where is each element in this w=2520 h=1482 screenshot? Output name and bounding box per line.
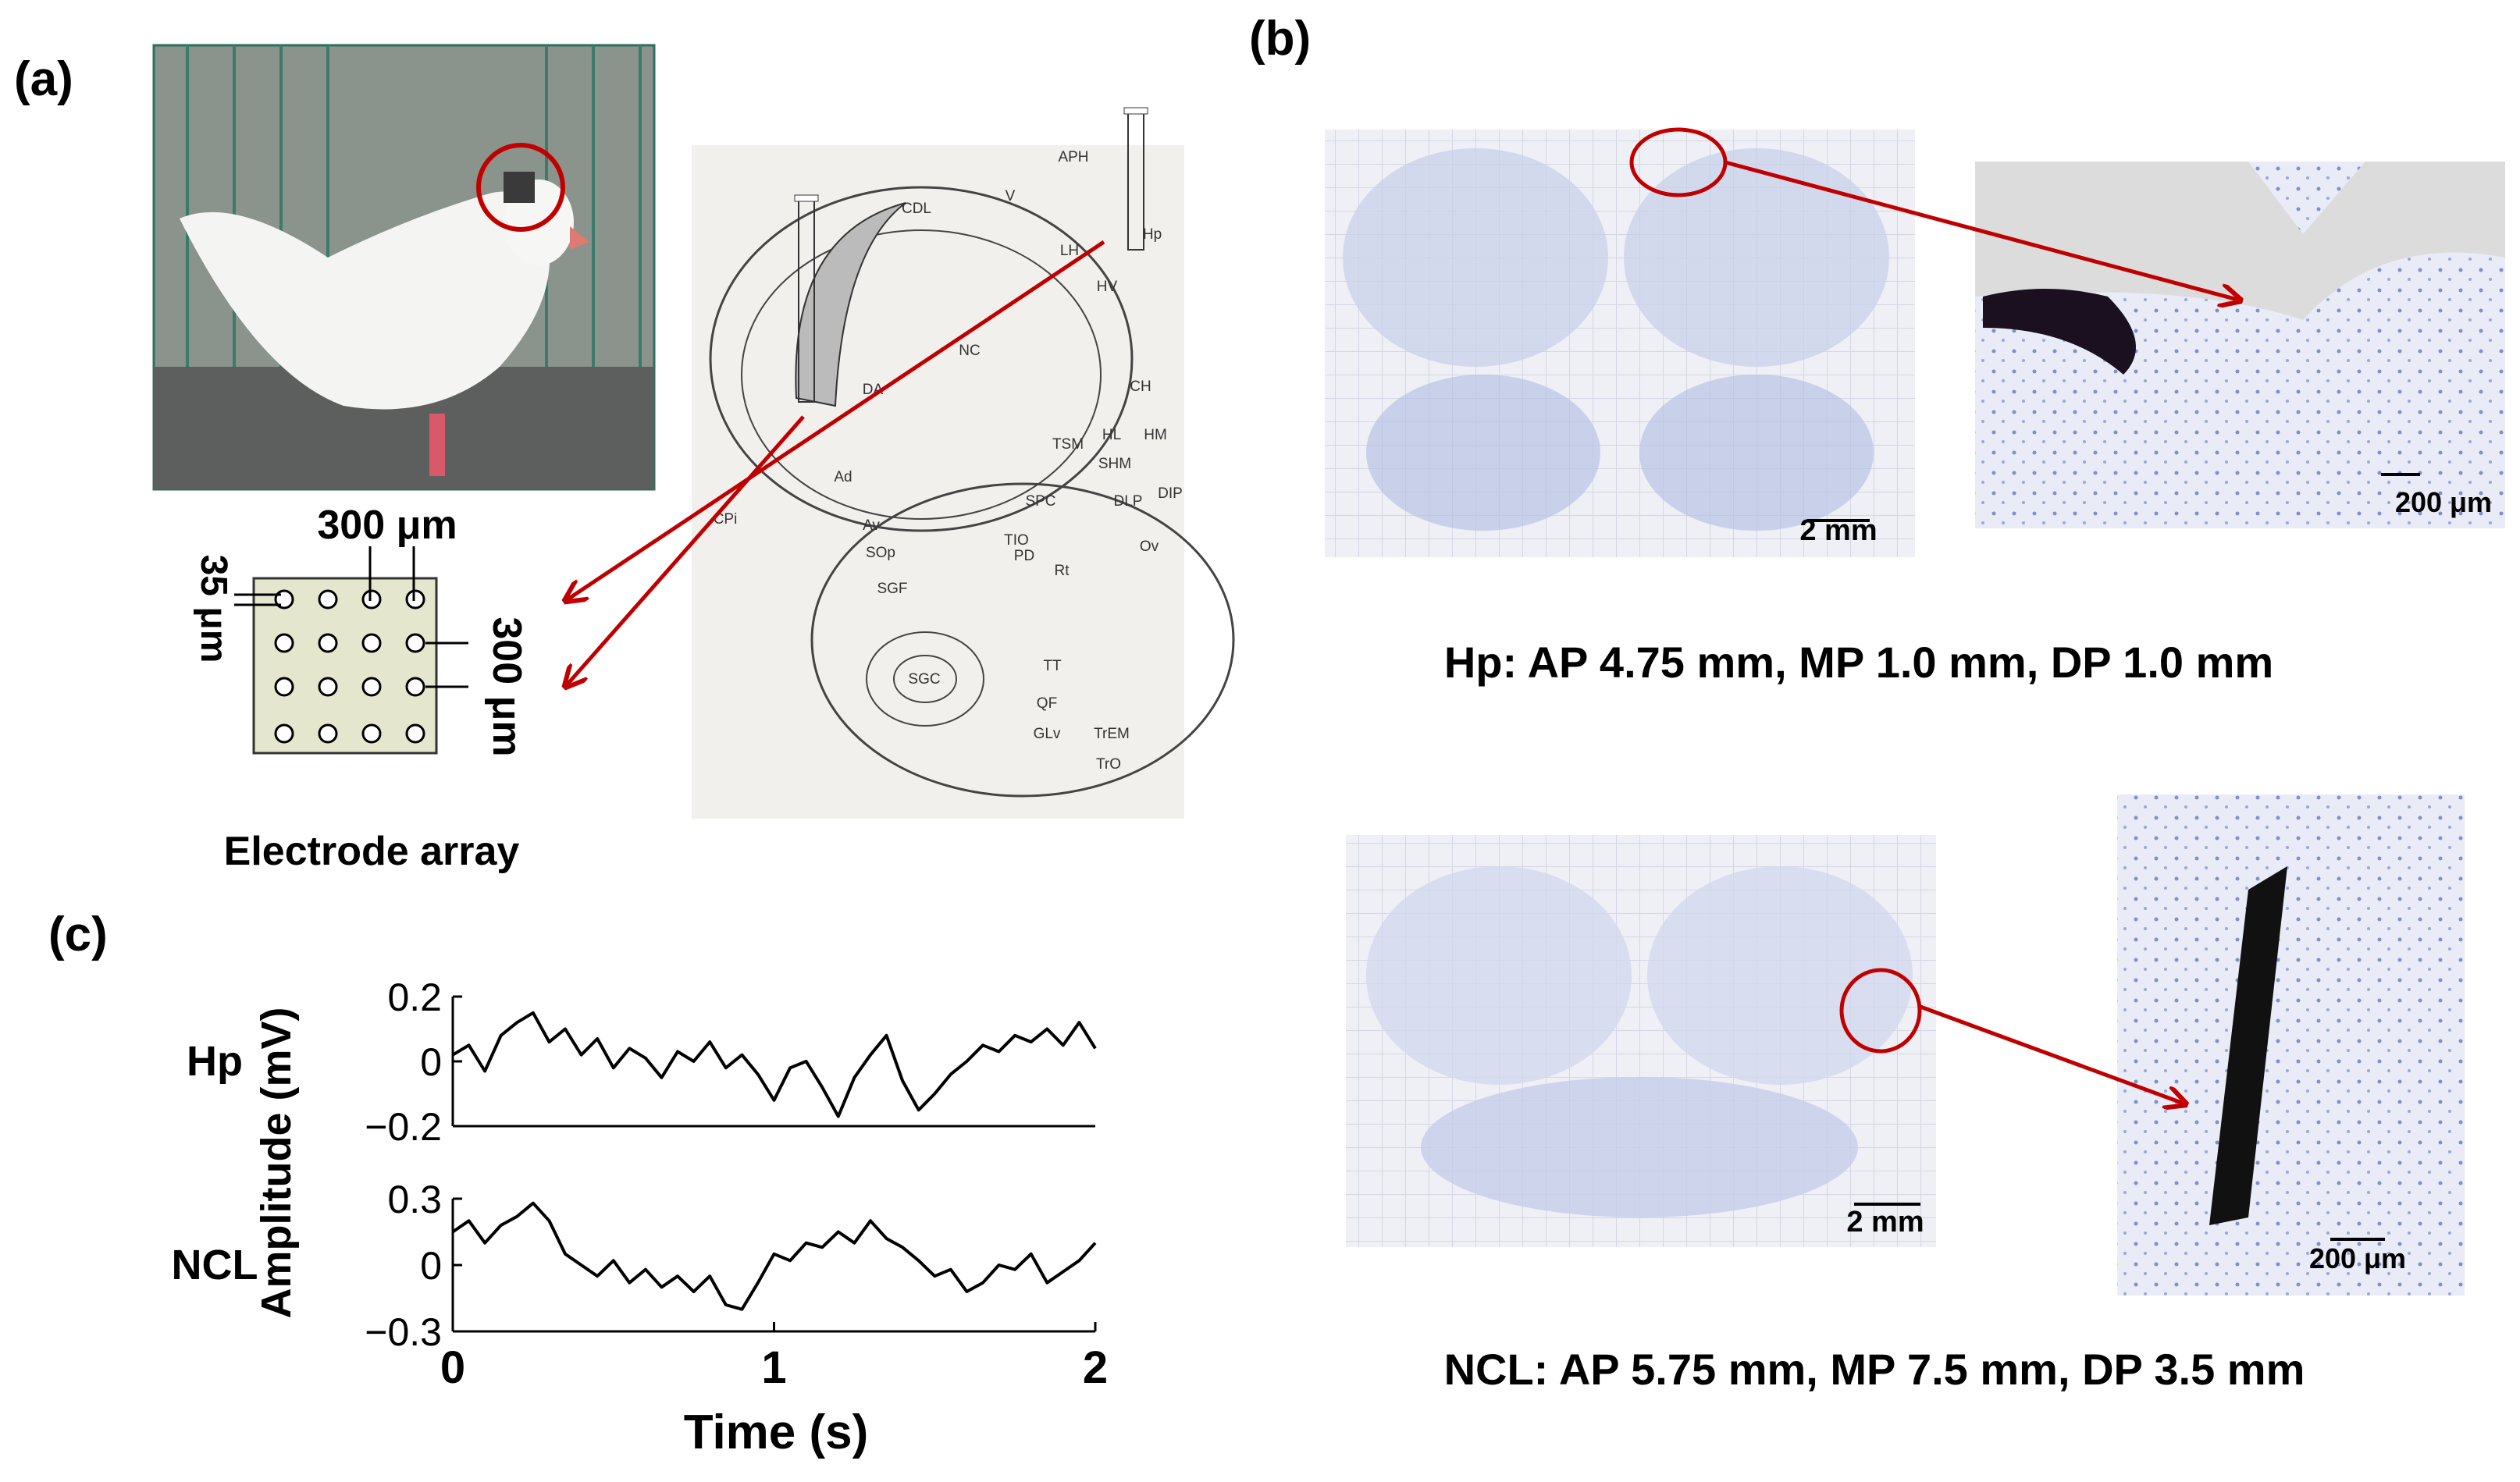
atlas-label: QF (1037, 695, 1057, 712)
electrode-site (361, 633, 382, 653)
electrode-site (318, 589, 338, 610)
atlas-label: CPi (714, 511, 738, 528)
atlas-label: DLP (1114, 493, 1143, 510)
y-tick-label: 0.3 (387, 1178, 442, 1221)
x-axis-label: Time (s) (684, 1406, 869, 1459)
histology-hp-whole (1325, 127, 1915, 557)
atlas-label: SGF (877, 581, 907, 597)
histology-ncl-zoom (2117, 794, 2465, 1295)
atlas-label: GLv (1034, 726, 1061, 742)
arrow (565, 415, 805, 687)
atlas-label: LH (1060, 243, 1079, 259)
pitch-label: 300 μm (317, 503, 457, 548)
atlas-label: TrEM (1094, 726, 1130, 742)
line-series (451, 1201, 1097, 1311)
atlas-label: TSM (1052, 436, 1084, 453)
electrode-array (234, 546, 468, 755)
electrode-site (405, 589, 425, 610)
electrode-site (361, 723, 382, 744)
atlas-label: TIO (1004, 532, 1029, 549)
electrode-site (274, 633, 294, 653)
row-label: NCL (172, 1242, 258, 1288)
scale-label: 2 mm (1846, 1206, 1924, 1239)
panel-label: (a) (14, 52, 73, 106)
atlas-label: SPC (1025, 493, 1055, 510)
atlas-label: APH (1058, 149, 1088, 165)
electrode-site (405, 633, 425, 653)
caption: NCL: AP 5.75 mm, MP 7.5 mm, DP 3.5 mm (1444, 1345, 2305, 1394)
electrode-site (274, 723, 294, 744)
pitch-label: 300 μm (484, 617, 529, 756)
scale-label: 200 μm (2395, 486, 2492, 518)
atlas-label: DIP (1158, 485, 1183, 502)
atlas-label: SGC (908, 671, 940, 688)
histology-ncl-whole (1346, 835, 1936, 1247)
y-tick-label: 0.2 (387, 976, 442, 1019)
atlas-label: Ov (1140, 538, 1159, 555)
caption: Electrode array (224, 829, 520, 874)
x-tick-label: 2 (1083, 1342, 1108, 1393)
pigeon-photo (152, 44, 656, 491)
atlas-label: Hp (1143, 226, 1162, 243)
caption: Hp: AP 4.75 mm, MP 1.0 mm, DP 1.0 mm (1444, 638, 2273, 687)
row-label: Hp (187, 1038, 243, 1085)
arrow (1724, 160, 2241, 300)
arrow (565, 240, 1105, 601)
panel-label: (c) (48, 908, 108, 961)
atlas-label: SHM (1098, 456, 1131, 472)
scale-label: 2 mm (1799, 514, 1877, 547)
atlas-label: HM (1144, 427, 1167, 443)
atlas-label: HL (1102, 427, 1121, 443)
atlas-label: PD (1014, 548, 1034, 564)
arrow (1920, 1004, 2186, 1104)
electrode-site (361, 589, 382, 610)
atlas-label: TT (1043, 658, 1062, 674)
atlas-label: Av (863, 517, 880, 534)
atlas-label: NC (959, 343, 980, 359)
y-tick-label: 0 (420, 1040, 442, 1084)
atlas-label: CH (1130, 378, 1151, 395)
line-series (451, 1011, 1097, 1118)
x-tick-label: 0 (440, 1342, 465, 1393)
x-tick-label: 1 (761, 1342, 786, 1393)
electrode-site (318, 677, 338, 697)
y-tick-label: −0.3 (365, 1310, 442, 1354)
electrode-site (405, 723, 425, 744)
site-label: 35 μm (193, 555, 234, 663)
electrode-site (274, 677, 294, 697)
electrode-site (318, 633, 338, 653)
atlas-label: TrO (1096, 756, 1121, 773)
scale-label: 200 μm (2309, 1242, 2406, 1274)
electrode-site (361, 677, 382, 697)
histology-hp-zoom (1975, 162, 2505, 528)
y-tick-label: −0.2 (365, 1105, 442, 1149)
electrode-site (318, 723, 338, 744)
atlas-label: Ad (834, 469, 852, 485)
atlas-label: SOp (866, 545, 895, 561)
y-tick-label: 0 (420, 1244, 442, 1288)
electrode-site (405, 677, 425, 697)
atlas-label: HV (1097, 279, 1118, 295)
atlas-label: Rt (1055, 563, 1070, 579)
atlas-label: V (1006, 188, 1016, 204)
panel-label: (b) (1249, 12, 1311, 66)
brain-atlas (692, 107, 1235, 819)
atlas-label: CDL (902, 201, 931, 217)
y-axis-label: Amplitude (mV) (253, 1008, 300, 1319)
